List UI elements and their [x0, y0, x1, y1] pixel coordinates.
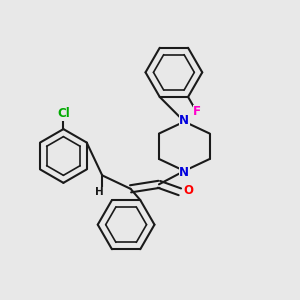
Text: Cl: Cl — [57, 107, 70, 120]
Text: O: O — [183, 184, 193, 197]
Text: F: F — [193, 105, 201, 119]
Text: N: N — [179, 114, 189, 127]
Text: N: N — [179, 166, 189, 179]
Text: H: H — [95, 188, 104, 197]
